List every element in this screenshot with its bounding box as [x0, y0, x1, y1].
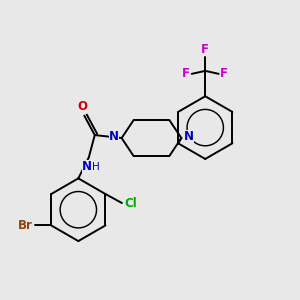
Text: F: F — [182, 68, 190, 80]
Text: O: O — [77, 100, 87, 113]
Text: F: F — [220, 68, 228, 80]
Text: N: N — [109, 130, 119, 143]
Text: N: N — [184, 130, 194, 143]
Text: H: H — [92, 162, 100, 172]
Text: F: F — [201, 43, 209, 56]
Text: Br: Br — [18, 219, 33, 232]
Text: Cl: Cl — [124, 196, 137, 209]
Text: N: N — [82, 160, 92, 173]
